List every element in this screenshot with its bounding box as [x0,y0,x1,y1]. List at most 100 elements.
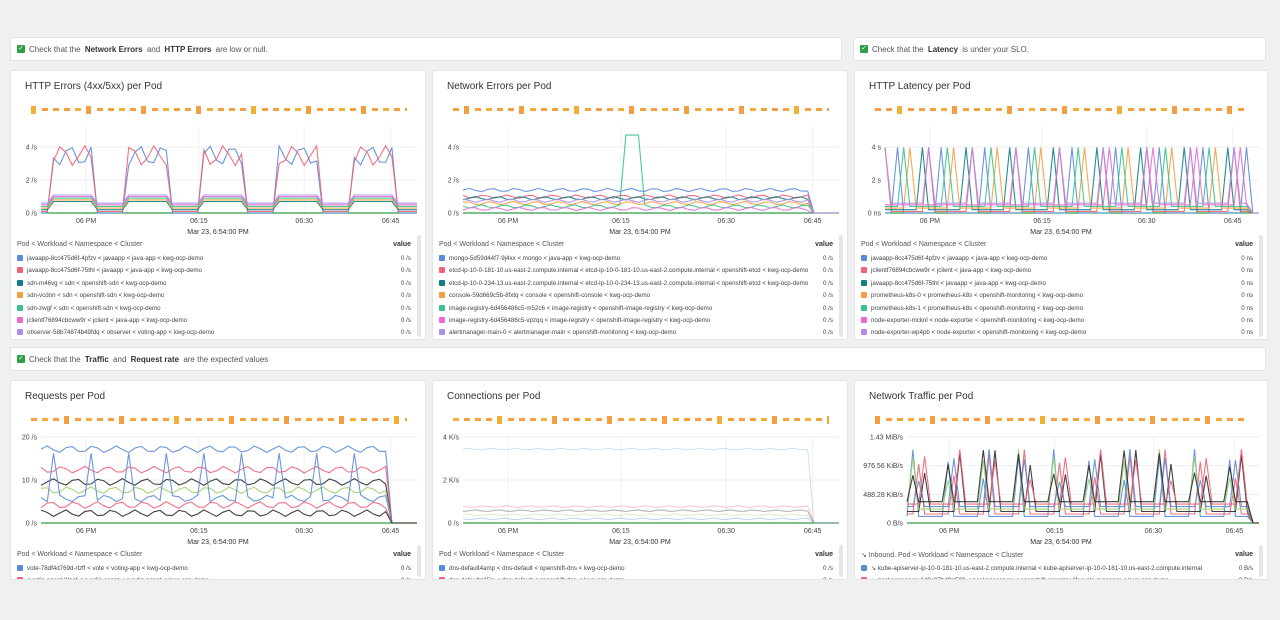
legend-row[interactable]: javaapp-8cc475d6f-75thl < javaapp < java… [861,277,1253,291]
hover-timestamp: Mar 23, 6:54:00 PM [187,229,249,236]
legend-scrollbar[interactable] [839,545,843,577]
event-marker [952,106,957,114]
y-tick-label: 0 /s [448,211,460,218]
checkbox-checked-icon[interactable] [17,45,25,53]
legend-row[interactable]: dns-defaultgd5jg < dns-default < openshi… [439,575,833,579]
value-column-header[interactable]: value [393,551,411,558]
event-marker [1106,418,1112,421]
value-column-header[interactable]: value [1235,241,1253,248]
event-marker [497,108,503,111]
legend-scrollbar[interactable] [417,545,421,577]
legend-row[interactable]: ↘ kube-apiserver-ip-10-0-181-10.us-east-… [861,563,1253,576]
value-column-header[interactable]: value [1235,551,1253,558]
checkbox-checked-icon[interactable] [17,355,25,363]
events-strip[interactable] [453,106,829,114]
event-marker [218,418,224,421]
legend-row[interactable]: sysdig-agent-8lqcf < sysdig-agent < sysd… [17,575,411,579]
x-tick-label: 06:45 [382,528,400,535]
series-label: mongo-5d59d44f7-9j4xx < mongo < java-app… [449,255,621,262]
timeseries-chart[interactable]: 4 K/s 2 K/s 0 /s 06 PM 06:15 06:30 06:45 [433,429,848,537]
legend-row[interactable]: sdn-zwgf < sdn < openshift-sdn < kwg-ocp… [17,302,411,315]
value-column-header[interactable]: value [815,551,833,558]
legend-scrollbar[interactable] [1259,235,1263,337]
legend-row[interactable]: sdn-vcdnn < sdn < openshift-sdn < kwg-oc… [17,290,411,303]
series-value: 0 /s [819,302,833,315]
legend-row[interactable]: mongo-5d59d44f7-9j4xx < mongo < java-app… [439,253,833,266]
series-value: 0 /s [819,290,833,303]
event-marker [306,106,311,114]
legend-row[interactable]: jclientf76894cbcww9r < jclient < java-ap… [17,314,411,328]
legend-row[interactable]: ↘ packageserver-6d9c97bd9rr599 < package… [861,575,1253,579]
legend-row[interactable]: etcd-ip-10-0-181-10.us-east-2.compute.in… [439,265,833,278]
event-marker [1073,418,1079,421]
checkbox-checked-icon[interactable] [860,45,868,53]
legend-row[interactable]: node-exporter-wp4pb < node-exporter < op… [861,327,1253,339]
events-strip[interactable] [31,416,407,424]
event-marker [185,418,191,421]
x-tick-label: 06:15 [190,218,208,225]
events-strip[interactable] [875,416,1249,424]
series-swatch [861,279,867,286]
event-marker [596,418,602,421]
check-latency-bar: Check that the Latency is under your SLO… [853,37,1266,61]
event-marker [185,108,191,111]
event-marker [684,418,690,421]
value-column-header[interactable]: value [815,241,833,248]
legend-row[interactable]: etcd-ip-10-0-234-13.us-east-2.compute.in… [439,277,833,291]
timeseries-chart[interactable]: 1.43 MiB/s 976.56 KiB/s 488.28 KiB/s 0 B/s 0… [855,429,1268,537]
legend-row[interactable]: jclientf76894cbcww9r < jclient < java-ap… [861,265,1253,278]
legend-row[interactable]: image-registry-6d456486c5-m52c6 < image-… [439,302,833,315]
legend-row[interactable]: javaapp-8cc475d6f-4pfzv < javaapp < java… [17,253,411,266]
timeseries-chart[interactable]: 20 /s 10 /s 0 /s 06 PM 06:15 06:30 06:45 [11,429,426,537]
legend-row[interactable]: alertmanager-main-0 < alertmanager-main … [439,327,833,339]
x-tick-label: 06:30 [717,218,735,225]
x-tick-label: 06:30 [295,218,313,225]
legend-list: javaapp-8cc475d6f-4pfzv < javaapp < java… [17,253,411,339]
legend-row[interactable]: prometheus-k8s-0 < prometheus-k8s < open… [861,290,1253,303]
event-marker [383,108,389,111]
legend-row[interactable]: sdn-m46vg < sdn < openshift-sdn < kwg-oc… [17,277,411,291]
x-tick-label: 06:15 [1046,528,1064,535]
y-tick-label: 4 s [872,145,882,152]
series-value: 0 /s [397,563,411,576]
event-marker [706,418,712,421]
event-marker [1128,418,1134,421]
series-label: javaapp-8cc475d6f-75thl < javaapp < java… [27,267,202,275]
y-tick-label: 488.28 KiB/s [863,492,903,499]
legend-row[interactable]: vote-78df4d769d-rlzff < vote < voting-ap… [17,563,411,576]
legend-list: dns-default4amp < dns-default < openshif… [439,563,833,579]
event-marker [1194,418,1200,421]
legend-row[interactable]: prometheus-k8s-1 < prometheus-k8s < open… [861,302,1253,315]
events-strip[interactable] [875,106,1249,114]
series-label: observer-58b74874b49fdq < observer < vot… [27,329,215,337]
legend-row[interactable]: console-59d669c5b-8fxtq < console < open… [439,290,833,303]
legend-row[interactable]: observer-58b74874b49fdq < observer < vot… [17,327,411,339]
event-marker [196,106,201,114]
legend-row[interactable]: dns-default4amp < dns-default < openshif… [439,563,833,576]
series-swatch [17,565,23,571]
series-line [41,199,417,209]
event-marker [1216,108,1222,111]
legend-row[interactable]: javaapp-8cc475d6f-4pfzv < javaapp < java… [861,253,1253,266]
legend-row[interactable]: image-registry-6d456486c5-vpzqq < image-… [439,314,833,328]
value-column-header[interactable]: value [393,241,411,248]
legend-scrollbar[interactable] [417,235,421,337]
event-marker [996,418,1002,421]
event-marker [805,418,811,421]
event-marker [996,108,1002,111]
timeseries-chart[interactable]: 4 s 2 s 0 ns 06 PM 06:15 06:30 06:45 [855,119,1268,227]
event-marker [486,108,492,111]
legend-row[interactable]: javaapp-8cc475d6f-75thl < javaapp < java… [17,265,411,278]
events-strip[interactable] [31,106,407,114]
event-marker [284,416,289,424]
event-marker [328,418,334,421]
legend-scrollbar[interactable] [1259,545,1263,577]
legend-header-label: ↘ Inbound. Pod < Workload < Namespace < … [861,552,1024,559]
events-strip[interactable] [453,416,829,424]
legend-scrollbar[interactable] [839,235,843,337]
timeseries-chart[interactable]: 4 /s 2 /s 0 /s 06 PM 06:15 06:30 06:45 [433,119,848,227]
timeseries-chart[interactable]: 4 /s 2 /s 0 /s 06 PM 06:15 06:30 06:45 [11,119,426,227]
legend-row[interactable]: node-exporter-mcknl < node-exporter < op… [861,314,1253,328]
event-marker [1073,108,1079,111]
series-line [40,465,417,524]
